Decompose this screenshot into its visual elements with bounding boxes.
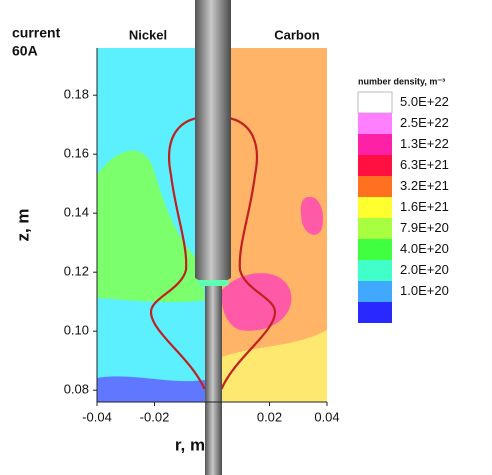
legend-swatch (357, 91, 393, 114)
region (300, 196, 324, 235)
legend-title: number density, m⁻³ (358, 76, 445, 86)
tip-band (197, 280, 229, 286)
x-tick-label: 0.02 (257, 409, 282, 424)
chart-title: current (12, 25, 61, 41)
legend-swatch (358, 281, 392, 302)
y-tick-label: 0.16 (64, 146, 89, 161)
legend-label: 3.2E+21 (400, 178, 449, 193)
legend-swatch (358, 176, 392, 197)
legend-label: 7.9E+20 (400, 220, 449, 235)
legend-swatch (358, 260, 392, 281)
y-tick-label: 0.18 (64, 87, 89, 102)
legend-label: 1.3E+22 (400, 136, 449, 151)
contour-field (97, 48, 327, 402)
legend-label: 2.5E+22 (400, 115, 449, 130)
y-tick-label: 0.10 (64, 323, 89, 338)
region (97, 376, 205, 402)
x-tick-label: -0.02 (140, 409, 170, 424)
legend-swatch (358, 239, 392, 260)
legend-swatch (358, 218, 392, 239)
electrode-rod (205, 280, 222, 475)
legend-label: 2.0E+20 (400, 262, 449, 277)
y-tick-label: 0.14 (64, 205, 89, 220)
chart-subtitle: 60A (12, 43, 38, 59)
legend-swatch (358, 197, 392, 218)
legend-swatch (358, 155, 392, 176)
annotation: Nickel (129, 27, 167, 42)
legend-label: 6.3E+21 (400, 157, 449, 172)
x-axis-label: r, m (175, 435, 205, 454)
region (97, 150, 205, 303)
y-tick-label: 0.08 (64, 382, 89, 397)
legend-swatch (358, 134, 392, 155)
electrode (195, 0, 231, 284)
legend-label: 1.0E+20 (400, 283, 449, 298)
legend-label: 5.0E+22 (400, 94, 449, 109)
legend-label: 4.0E+20 (400, 241, 449, 256)
region (213, 330, 327, 402)
legend-swatch (358, 113, 392, 134)
annotation: Carbon (274, 27, 320, 42)
legend-label: 1.6E+21 (400, 199, 449, 214)
y-tick-label: 0.12 (64, 264, 89, 279)
x-tick-label: -0.04 (82, 409, 112, 424)
y-axis-label: z, m (13, 208, 32, 241)
legend-swatch (358, 302, 392, 323)
x-tick-label: 0.04 (314, 409, 339, 424)
